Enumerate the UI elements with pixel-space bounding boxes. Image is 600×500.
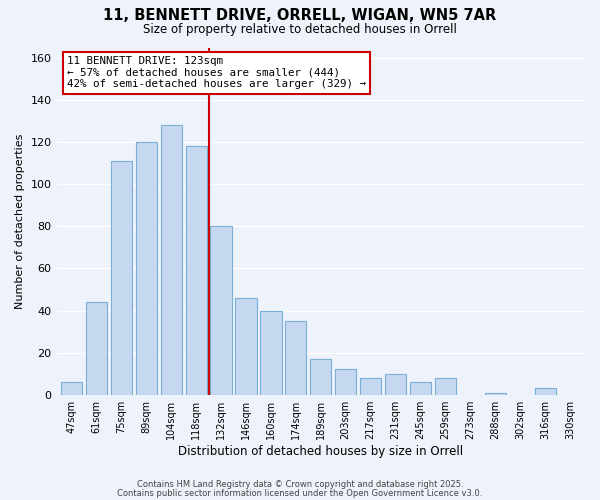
Bar	[161, 126, 182, 394]
Text: Contains HM Land Registry data © Crown copyright and database right 2025.: Contains HM Land Registry data © Crown c…	[137, 480, 463, 489]
Text: 11, BENNETT DRIVE, ORRELL, WIGAN, WN5 7AR: 11, BENNETT DRIVE, ORRELL, WIGAN, WN5 7A…	[103, 8, 497, 22]
Bar	[385, 374, 406, 394]
Bar	[335, 370, 356, 394]
Bar	[61, 382, 82, 394]
Bar	[211, 226, 232, 394]
Bar	[435, 378, 456, 394]
Bar	[310, 359, 331, 394]
Text: Contains public sector information licensed under the Open Government Licence v3: Contains public sector information licen…	[118, 489, 482, 498]
X-axis label: Distribution of detached houses by size in Orrell: Distribution of detached houses by size …	[178, 444, 463, 458]
Bar	[235, 298, 257, 394]
Bar	[535, 388, 556, 394]
Y-axis label: Number of detached properties: Number of detached properties	[15, 134, 25, 309]
Bar	[485, 392, 506, 394]
Text: Size of property relative to detached houses in Orrell: Size of property relative to detached ho…	[143, 22, 457, 36]
Bar	[185, 146, 207, 394]
Bar	[360, 378, 381, 394]
Bar	[136, 142, 157, 395]
Bar	[285, 321, 307, 394]
Bar	[260, 310, 281, 394]
Bar	[86, 302, 107, 394]
Bar	[111, 161, 132, 394]
Bar	[410, 382, 431, 394]
Text: 11 BENNETT DRIVE: 123sqm
← 57% of detached houses are smaller (444)
42% of semi-: 11 BENNETT DRIVE: 123sqm ← 57% of detach…	[67, 56, 366, 90]
